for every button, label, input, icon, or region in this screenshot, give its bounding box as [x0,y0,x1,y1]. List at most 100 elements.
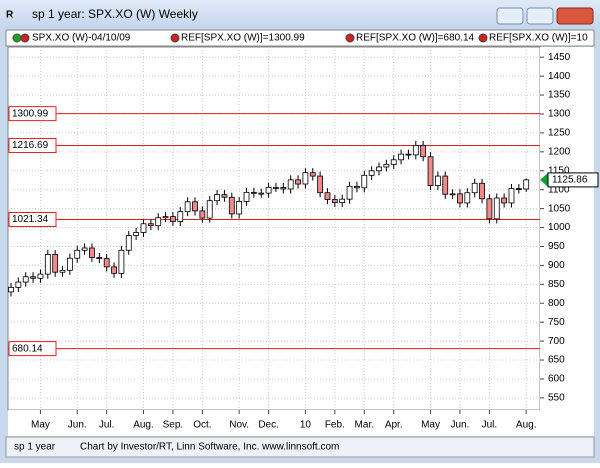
candle-body [81,247,88,251]
candle-body [427,156,434,186]
x-tick-label: Sep. [163,420,184,431]
candle-body [243,191,250,202]
x-tick-label: Jun. [451,420,470,431]
legend-dot [170,33,180,43]
y-axis-area [540,47,594,410]
legend-item: REF[SPX.XO (W)]=10 [489,33,588,44]
candle-body [309,172,316,177]
reference-label: 1216.69 [12,140,49,151]
x-tick-label: Jul. [482,420,498,431]
candle-body [317,175,324,194]
candle-body [354,185,360,189]
y-tick-label: 800 [548,298,565,309]
y-tick-label: 1150 [548,165,570,176]
candle-body [221,194,228,198]
reference-label-box [8,138,57,154]
status-credit: Chart by Investor/RT, Linn Software, Inc… [80,442,339,453]
candle-body [89,247,95,258]
candle-body [376,166,382,172]
status-left: sp 1 year [14,442,56,453]
candle-body [523,179,530,190]
x-tick-label: Mar. [355,420,374,431]
legend-item: REF[SPX.XO (W)]=680.14 [356,33,475,44]
y-tick-label: 750 [548,317,565,328]
x-tick-label: Feb. [325,420,345,431]
maximize-button[interactable] [526,7,554,25]
candle-body [140,223,147,233]
candle-body [383,163,390,168]
candle-body [228,196,235,215]
legend-bar [5,29,595,47]
x-tick-label: Nov. [229,420,249,431]
status-bar [5,436,595,458]
window-title: sp 1 year: SPX.XO (W) Weekly [32,7,198,21]
candle-body [103,258,110,268]
y-tick-label: 1400 [548,71,571,82]
candle-body [346,185,353,200]
candle-body [302,172,309,185]
candle-body [66,257,73,271]
candle-body [133,232,140,236]
app-icon: R [6,10,14,21]
close-button[interactable] [556,7,594,25]
candle-body [214,194,220,202]
candle-body [464,192,471,204]
last-value-arrow [540,172,548,187]
candle-body [287,179,294,190]
candle-body [37,273,44,279]
candle-body [434,175,441,186]
y-tick-label: 1050 [548,203,571,214]
candle-body [199,210,206,219]
candle-body [22,276,29,283]
y-tick-label: 700 [548,336,565,347]
reference-label-box [8,106,57,122]
candle-body [479,182,485,200]
candle-body [192,201,198,212]
y-tick-label: 950 [548,241,565,252]
candle-body [52,254,59,273]
candle-body [96,257,103,259]
x-tick-label: 10 [300,420,312,431]
x-axis-area [8,410,594,436]
y-tick-label: 1100 [548,184,570,195]
candle-body [265,187,272,194]
x-tick-label: Aug. [133,420,154,431]
candle-body [258,192,265,195]
candle-body [59,269,66,273]
candle-body [405,153,412,156]
candle-body [339,198,346,203]
candle-body [8,286,14,293]
legend-dot [478,33,488,43]
reference-label-box [8,211,57,227]
candle-body [390,159,397,165]
candle-body [420,145,427,158]
candle-body [111,266,117,274]
candle-body [147,223,154,227]
candle-body [44,254,51,275]
legend-dot [12,33,22,43]
y-tick-label: 1300 [548,109,571,120]
candle-body [457,193,463,204]
candle-body [508,188,515,204]
legend-item: REF[SPX.XO (W)]=1300.99 [181,33,305,44]
candle-body [412,145,419,156]
candle-body [368,170,375,176]
candle-body [74,249,81,259]
candle-body [170,216,176,222]
y-tick-label: 600 [548,374,565,385]
reference-label: 680.14 [12,343,43,354]
candle-body [361,174,368,189]
candle-body [331,199,338,203]
last-value-box [547,172,599,188]
y-tick-label: 1350 [548,90,571,101]
x-tick-label: Jun. [68,420,87,431]
candle-body [184,201,191,213]
y-tick-label: 1000 [548,222,571,233]
candle-body [125,235,132,251]
candle-body [177,211,184,222]
reference-label: 1300.99 [12,108,49,119]
minimize-button[interactable] [496,7,524,25]
candle-body [493,197,500,220]
x-tick-label: Aug. [516,420,537,431]
candle-body [501,197,508,204]
